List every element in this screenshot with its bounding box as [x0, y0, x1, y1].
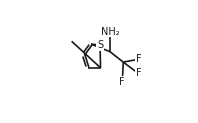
- Text: NH₂: NH₂: [101, 27, 119, 37]
- Text: F: F: [136, 54, 141, 64]
- Text: S: S: [97, 40, 103, 50]
- Text: F: F: [136, 69, 141, 78]
- Text: F: F: [120, 77, 125, 87]
